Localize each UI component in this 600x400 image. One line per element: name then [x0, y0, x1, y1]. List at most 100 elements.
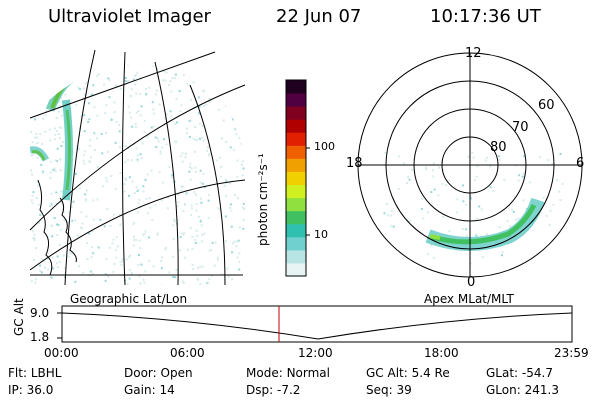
noise-pixel	[202, 172, 205, 175]
noise-pixel	[96, 198, 99, 201]
noise-pixel	[511, 208, 514, 211]
colorbar-band	[286, 236, 306, 251]
noise-pixel	[196, 139, 199, 142]
noise-pixel	[85, 215, 88, 218]
noise-pixel	[152, 108, 155, 111]
noise-pixel	[200, 224, 203, 227]
noise-pixel	[142, 190, 145, 193]
noise-pixel	[82, 87, 85, 90]
noise-pixel	[115, 236, 118, 239]
noise-pixel	[182, 233, 185, 236]
noise-pixel	[212, 67, 215, 69]
noise-pixel	[148, 86, 150, 89]
noise-pixel	[422, 217, 425, 220]
noise-pixel	[191, 263, 194, 266]
noise-pixel	[384, 152, 387, 154]
noise-pixel	[130, 159, 133, 162]
noise-pixel	[118, 124, 121, 126]
noise-pixel	[561, 182, 564, 185]
noise-pixel	[171, 174, 174, 177]
noise-pixel	[152, 112, 155, 115]
noise-pixel	[135, 186, 138, 189]
noise-pixel	[68, 249, 71, 252]
noise-pixel	[134, 62, 136, 64]
noise-pixel	[80, 211, 83, 214]
noise-pixel	[89, 270, 92, 273]
noise-pixel	[105, 104, 108, 107]
colorbar-band	[286, 132, 306, 146]
noise-pixel	[38, 221, 41, 224]
noise-pixel	[522, 172, 525, 175]
noise-pixel	[161, 256, 164, 259]
noise-pixel	[188, 120, 191, 122]
noise-pixel	[81, 222, 84, 225]
noise-pixel	[124, 77, 127, 79]
noise-pixel	[113, 262, 116, 265]
polar-grid	[357, 52, 583, 278]
info-mode: Mode: Normal	[246, 366, 330, 380]
noise-pixel	[133, 74, 136, 77]
noise-pixel	[138, 239, 141, 242]
info-gc-alt: GC Alt: 5.4 Re	[366, 366, 450, 380]
noise-pixel	[193, 191, 196, 194]
noise-pixel	[559, 199, 562, 202]
noise-pixel	[140, 263, 143, 266]
noise-pixel	[141, 142, 144, 145]
colorbar-band	[286, 197, 306, 212]
noise-pixel	[492, 189, 495, 192]
noise-pixel	[226, 267, 229, 270]
noise-pixel	[83, 93, 86, 96]
noise-pixel	[86, 81, 89, 84]
noise-pixel	[175, 269, 178, 272]
noise-pixel	[128, 256, 131, 259]
noise-pixel	[49, 176, 52, 179]
noise-pixel	[517, 179, 520, 182]
noise-pixel	[199, 219, 202, 222]
noise-pixel	[77, 86, 80, 89]
noise-pixel	[174, 276, 177, 279]
noise-pixel	[217, 108, 220, 111]
noise-pixel	[559, 153, 562, 155]
noise-pixel	[137, 110, 140, 112]
noise-pixel	[234, 113, 236, 116]
noise-pixel	[30, 111, 33, 114]
noise-pixel	[485, 233, 488, 236]
noise-pixel	[41, 258, 44, 261]
noise-pixel	[206, 149, 209, 152]
noise-pixel	[133, 221, 136, 224]
noise-pixel	[88, 232, 91, 235]
noise-pixel	[186, 83, 189, 86]
noise-pixel	[124, 161, 127, 164]
noise-pixel	[489, 186, 492, 189]
noise-pixel	[171, 176, 174, 179]
noise-pixel	[238, 268, 241, 271]
noise-pixel	[74, 172, 77, 175]
noise-pixel	[160, 199, 163, 202]
noise-pixel	[124, 144, 127, 147]
noise-pixel	[52, 74, 55, 77]
noise-pixel	[383, 212, 386, 215]
noise-pixel	[498, 155, 500, 158]
noise-pixel	[88, 62, 90, 64]
noise-pixel	[241, 160, 244, 163]
noise-pixel	[517, 217, 520, 220]
noise-pixel	[432, 162, 435, 165]
noise-pixel	[226, 103, 229, 106]
noise-pixel	[175, 97, 178, 100]
noise-pixel	[134, 122, 137, 125]
noise-pixel	[165, 143, 168, 146]
colorbar-band	[286, 171, 306, 186]
time-label: 10:17:36 UT	[430, 6, 541, 27]
noise-pixel	[163, 117, 166, 120]
noise-pixel	[31, 153, 34, 156]
noise-pixel	[51, 235, 54, 238]
noise-pixel	[169, 110, 172, 113]
noise-pixel	[167, 196, 170, 199]
noise-pixel	[132, 223, 135, 226]
noise-pixel	[194, 150, 197, 153]
noise-pixel	[196, 278, 199, 281]
colorbar-band	[286, 145, 306, 159]
noise-pixel	[521, 175, 524, 178]
noise-pixel	[44, 130, 47, 133]
noise-pixel	[66, 67, 69, 69]
